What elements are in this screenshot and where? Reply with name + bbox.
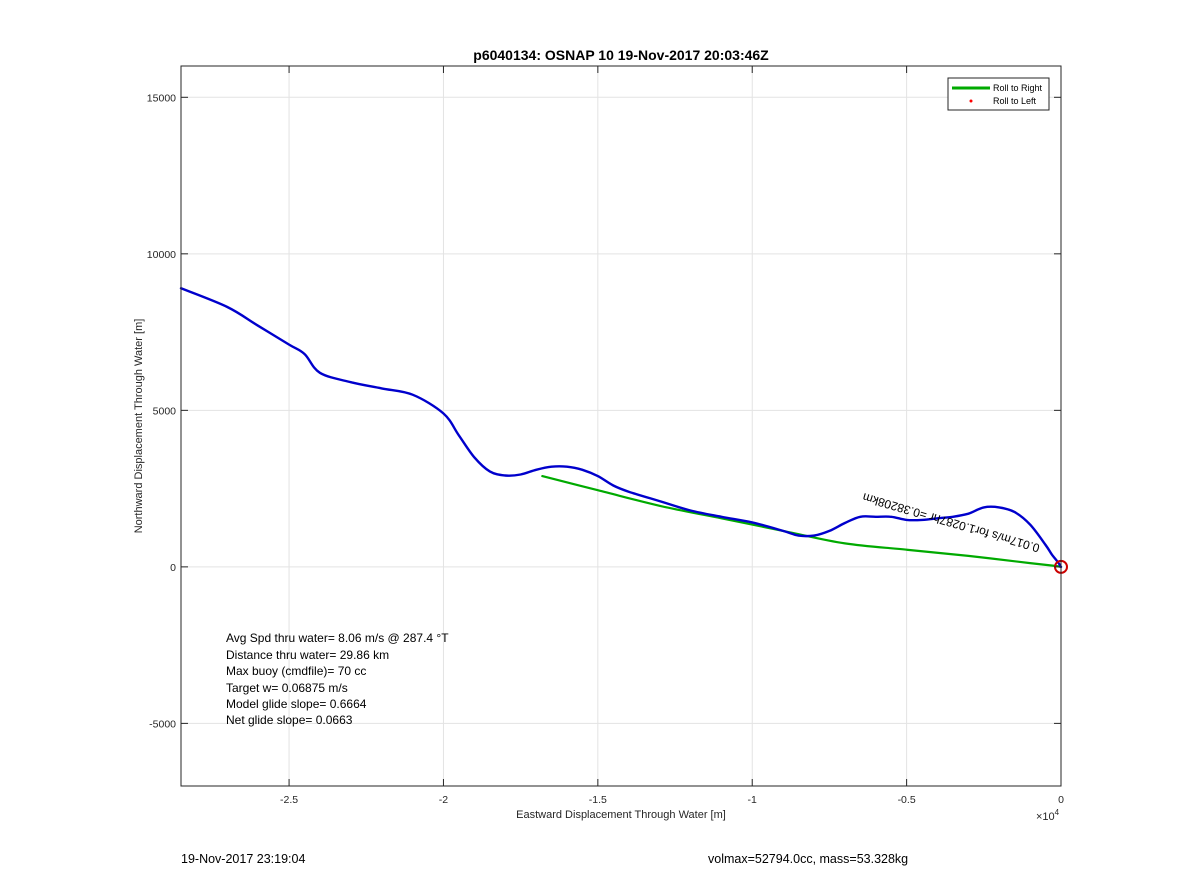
chart-title: p6040134: OSNAP 10 19-Nov-2017 20:03:46Z bbox=[473, 47, 769, 63]
x-tick-label: -1 bbox=[748, 794, 757, 806]
x-tick-label: -1.5 bbox=[589, 794, 607, 806]
legend-box bbox=[947, 77, 1050, 111]
footer-params: volmax=52794.0cc, mass=53.328kg bbox=[708, 852, 909, 866]
legend: Roll to Right Roll to Left bbox=[947, 77, 1050, 111]
x-tick-label: -0.5 bbox=[898, 794, 916, 806]
y-tick-label: 0 bbox=[170, 562, 176, 574]
series-line-roll-right bbox=[541, 475, 1063, 568]
stat-model-glide: Model glide slope= 0.6664 bbox=[226, 697, 367, 711]
plot-frame bbox=[180, 65, 1062, 787]
axis-ticks: -2.5 -2 -1.5 -1 -0.5 0 -5000 0 5000 10000 15000 bbox=[147, 66, 1064, 806]
footer-timestamp: 19-Nov-2017 23:19:04 bbox=[181, 852, 306, 866]
x-tick-label: 0 bbox=[1058, 794, 1064, 806]
legend-swatch-roll-left bbox=[969, 99, 973, 103]
y-tick-label: 10000 bbox=[147, 249, 176, 261]
y-axis-label: Northward Displacement Through Water [m] bbox=[133, 319, 145, 534]
x-tick-label: -2.5 bbox=[280, 794, 298, 806]
series-line-track bbox=[179, 287, 1063, 569]
x-exponent-label: ×104 bbox=[1036, 808, 1060, 823]
y-tick-label: -5000 bbox=[149, 718, 176, 730]
y-tick-label: 5000 bbox=[153, 405, 177, 417]
x-axis-label: Eastward Displacement Through Water [m] bbox=[516, 809, 726, 821]
stat-target-w: Target w= 0.06875 m/s bbox=[226, 681, 348, 695]
legend-label-roll-left: Roll to Left bbox=[993, 96, 1037, 106]
y-tick-label: 15000 bbox=[147, 92, 176, 104]
stats-text-block: Avg Spd thru water= 8.06 m/s @ 287.4 °T … bbox=[226, 631, 449, 727]
stat-distance: Distance thru water= 29.86 km bbox=[226, 648, 389, 662]
stat-max-buoy: Max buoy (cmdfile)= 70 cc bbox=[226, 664, 366, 678]
legend-label-roll-right: Roll to Right bbox=[993, 83, 1043, 93]
stat-avg-speed: Avg Spd thru water= 8.06 m/s @ 287.4 °T bbox=[226, 631, 449, 645]
x-tick-label: -2 bbox=[439, 794, 448, 806]
stat-net-glide: Net glide slope= 0.0663 bbox=[226, 713, 353, 727]
